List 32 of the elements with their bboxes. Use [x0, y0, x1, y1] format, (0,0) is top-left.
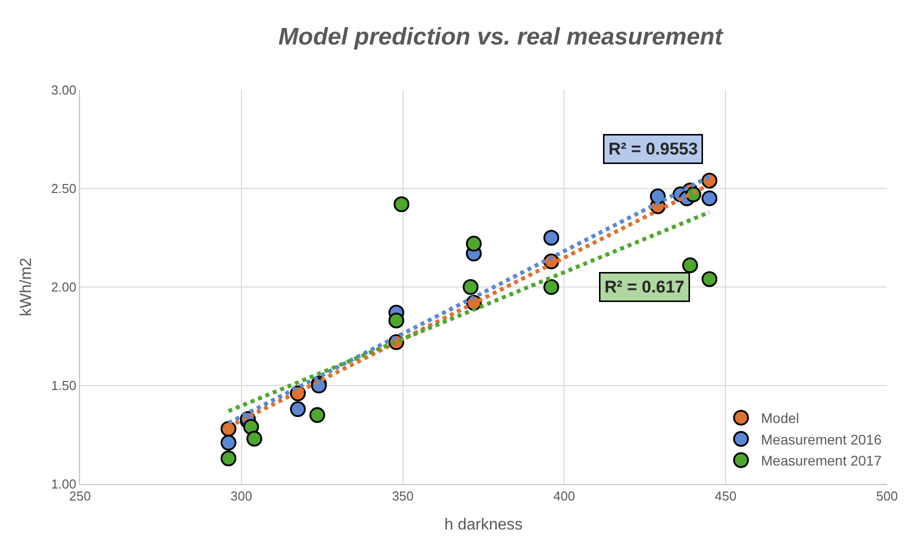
x-tick-label: 400: [553, 488, 576, 504]
point: [220, 450, 236, 466]
legend-label: Measurement 2016: [761, 431, 882, 448]
point: [682, 257, 698, 274]
point: [220, 434, 236, 451]
point: [246, 430, 262, 447]
y-tick-label: 2.00: [51, 280, 76, 295]
legend-label: Model: [761, 410, 800, 426]
annotation: R² = 0.9553: [608, 140, 698, 158]
x-tick-label: 300: [230, 488, 252, 504]
y-tick-label: 1.50: [51, 378, 76, 394]
point: [543, 279, 560, 295]
chart-title: Model prediction vs. real measurement: [278, 24, 724, 50]
legend-label: Measurement 2017: [761, 452, 882, 469]
point: [309, 407, 326, 423]
y-tick-label: 3.00: [51, 82, 76, 98]
point: [462, 279, 478, 295]
x-tick-label: 450: [714, 488, 736, 504]
y-tick-label: 2.50: [51, 181, 76, 196]
x-tick-label: 500: [876, 488, 898, 504]
point: [702, 271, 718, 288]
y-axis-title: kWh/m2: [18, 258, 35, 316]
annotation: R² = 0.617: [604, 278, 684, 296]
point: [650, 188, 666, 204]
x-tick-label: 350: [392, 488, 414, 504]
point: [543, 230, 560, 246]
point: [388, 312, 404, 328]
point: [466, 236, 482, 252]
point: [702, 190, 718, 206]
x-axis-title: h darkness: [444, 516, 523, 534]
point: [394, 196, 410, 212]
point: [290, 401, 306, 418]
